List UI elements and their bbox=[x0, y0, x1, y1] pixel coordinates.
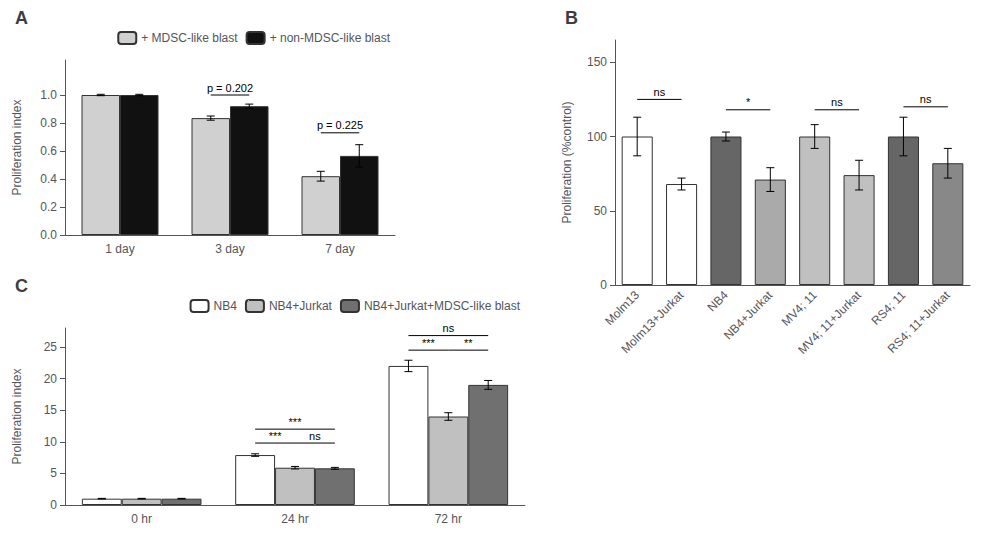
svg-text:7 day: 7 day bbox=[325, 242, 354, 256]
svg-text:ns: ns bbox=[831, 96, 843, 108]
svg-text:0.8: 0.8 bbox=[40, 116, 57, 130]
svg-text:***: *** bbox=[269, 430, 283, 442]
svg-text:Molm13+Jurkat: Molm13+Jurkat bbox=[618, 288, 687, 357]
svg-text:20: 20 bbox=[44, 372, 58, 386]
svg-text:0: 0 bbox=[600, 278, 607, 292]
svg-text:25: 25 bbox=[44, 340, 58, 354]
svg-text:***: *** bbox=[422, 337, 436, 349]
svg-text:**: ** bbox=[464, 337, 473, 349]
svg-text:50: 50 bbox=[594, 204, 608, 218]
svg-text:Proliferation index: Proliferation index bbox=[10, 368, 24, 464]
svg-text:ns: ns bbox=[654, 86, 666, 98]
svg-text:1 day: 1 day bbox=[105, 242, 134, 256]
svg-text:Proliferation (%control): Proliferation (%control) bbox=[560, 101, 574, 223]
svg-text:+ non-MDSC-like blast: + non-MDSC-like blast bbox=[270, 31, 391, 45]
svg-text:10: 10 bbox=[44, 435, 58, 449]
svg-text:0.2: 0.2 bbox=[40, 200, 57, 214]
svg-text:72 hr: 72 hr bbox=[435, 512, 462, 526]
svg-text:5: 5 bbox=[50, 466, 57, 480]
svg-text:NB4+Jurkat+MDSC-like blast: NB4+Jurkat+MDSC-like blast bbox=[364, 299, 521, 313]
svg-text:0 hr: 0 hr bbox=[131, 512, 152, 526]
svg-text:***: *** bbox=[289, 416, 303, 428]
svg-text:ns: ns bbox=[443, 322, 455, 334]
svg-text:0.6: 0.6 bbox=[40, 144, 57, 158]
svg-text:A: A bbox=[15, 8, 28, 28]
svg-text:0.0: 0.0 bbox=[40, 228, 57, 242]
svg-text:1.0: 1.0 bbox=[40, 88, 57, 102]
svg-text:RS4; 11+Jurkat: RS4; 11+Jurkat bbox=[885, 288, 953, 356]
svg-text:Proliferation index: Proliferation index bbox=[10, 99, 24, 195]
svg-text:NB4+Jurkat: NB4+Jurkat bbox=[269, 299, 333, 313]
svg-text:*: * bbox=[746, 96, 751, 108]
svg-text:3 day: 3 day bbox=[215, 242, 244, 256]
svg-text:24 hr: 24 hr bbox=[281, 512, 308, 526]
svg-text:NB4: NB4 bbox=[214, 299, 238, 313]
svg-text:Molm13: Molm13 bbox=[602, 288, 642, 328]
svg-text:15: 15 bbox=[44, 403, 58, 417]
svg-text:150: 150 bbox=[587, 55, 607, 69]
svg-text:ns: ns bbox=[920, 93, 932, 105]
svg-text:C: C bbox=[15, 276, 28, 296]
svg-text:RS4; 11: RS4; 11 bbox=[868, 288, 908, 328]
svg-text:0.4: 0.4 bbox=[40, 172, 57, 186]
svg-text:ns: ns bbox=[309, 430, 321, 442]
svg-text:100: 100 bbox=[587, 130, 607, 144]
svg-text:B: B bbox=[565, 8, 578, 28]
svg-text:p = 0.202: p = 0.202 bbox=[207, 82, 253, 94]
svg-text:0: 0 bbox=[50, 498, 57, 512]
svg-text:NB4+Jurkat: NB4+Jurkat bbox=[721, 288, 776, 343]
svg-text:MV4; 11+Jurkat: MV4; 11+Jurkat bbox=[795, 288, 864, 357]
svg-text:NB4: NB4 bbox=[704, 288, 731, 315]
svg-text:p = 0.225: p = 0.225 bbox=[317, 119, 363, 131]
svg-text:MV4; 11: MV4; 11 bbox=[779, 288, 820, 329]
svg-text:+ MDSC-like blast: + MDSC-like blast bbox=[141, 31, 238, 45]
